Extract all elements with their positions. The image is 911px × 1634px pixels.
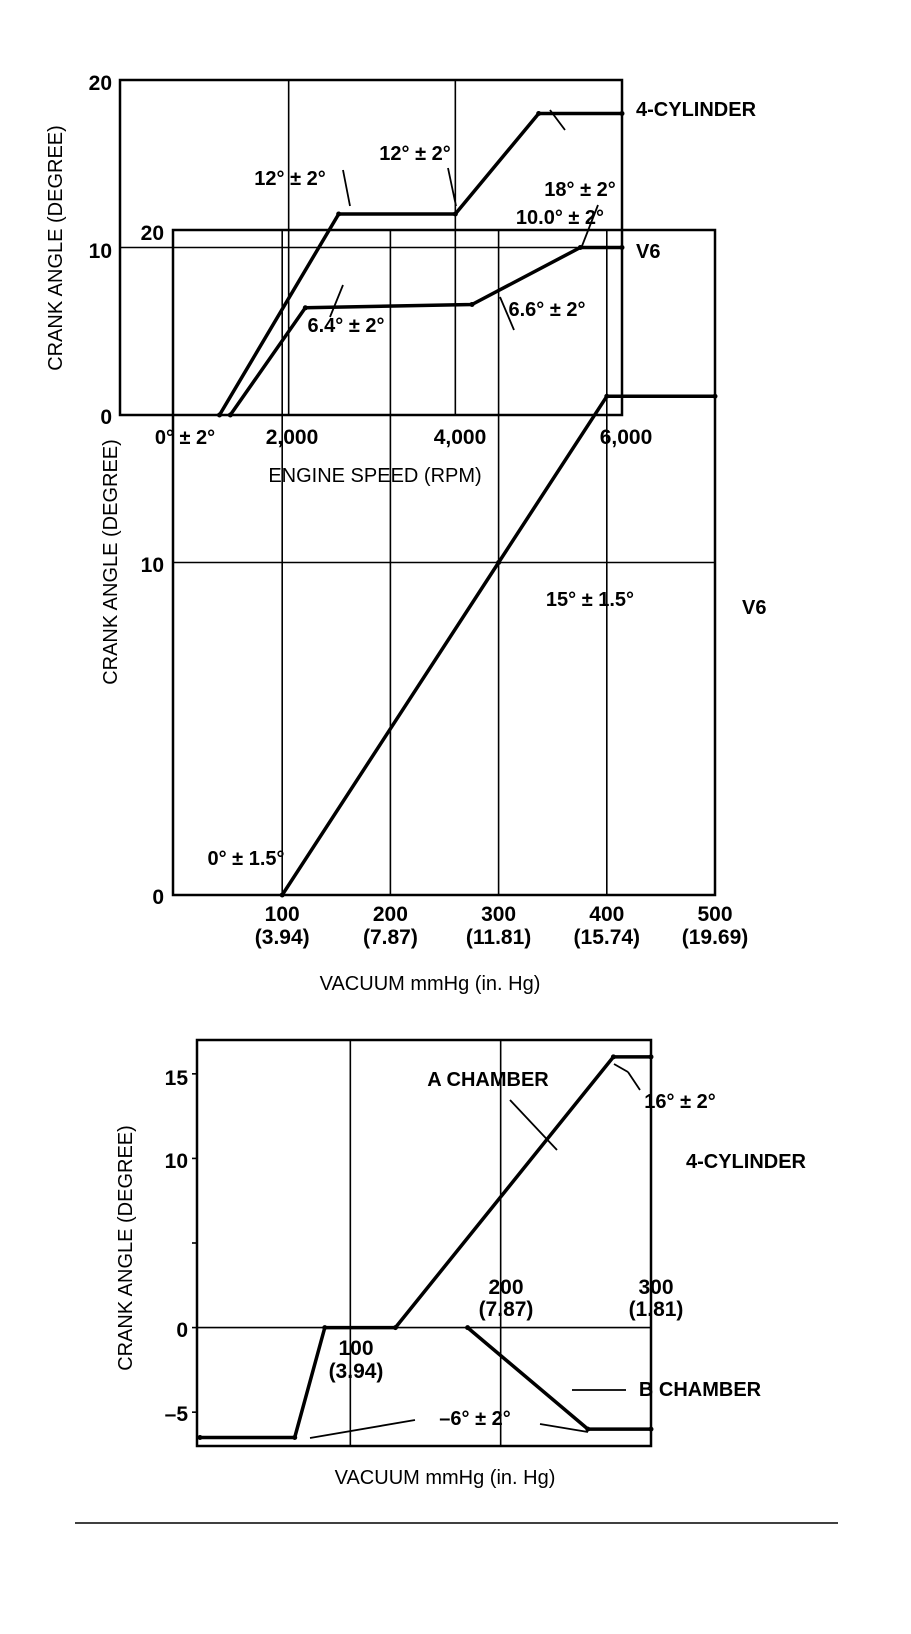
series-line-a-chamber [200, 1055, 651, 1440]
data-point [577, 245, 583, 250]
x-tick-sub: (11.81) [466, 926, 531, 949]
annotation: 18° ± 2° [544, 179, 615, 201]
y-tick: 10 [165, 1150, 188, 1173]
x-tick: 2,000 [266, 426, 319, 449]
series-line-v6 [280, 394, 715, 896]
x-axis-label: ENGINE SPEED (RPM) [268, 465, 481, 487]
leader-line [309, 1063, 641, 1439]
annotation: 0° ± 2° [155, 427, 215, 449]
x-tick-sub: (19.69) [682, 926, 749, 949]
data-point [496, 560, 502, 565]
leader-line [329, 109, 599, 331]
x-axis-label: VACUUM mmHg (in. Hg) [335, 1467, 556, 1489]
data-point [392, 1325, 398, 1331]
annotation: 0° ± 1.5° [207, 848, 284, 870]
data-point [292, 1435, 298, 1441]
data-point [302, 305, 308, 311]
data-point [197, 1435, 203, 1441]
x-tick: 500 [697, 903, 732, 926]
x-tick: 200 [373, 903, 408, 926]
data-point [279, 892, 285, 898]
data-point [322, 1325, 328, 1331]
data-point [469, 301, 475, 307]
x-tick-sub: (1.81) [629, 1298, 684, 1321]
data-point [619, 245, 625, 250]
x-tick-sub: (3.94) [329, 1360, 384, 1383]
data-point [536, 111, 542, 116]
y-axis-label: CRANK ANGLE (DEGREE) [45, 125, 67, 371]
x-tick-sub: (3.94) [255, 926, 310, 949]
x-tick: 4,000 [434, 426, 487, 449]
y-tick: –5 [165, 1403, 189, 1426]
data-point [452, 211, 458, 217]
annotation: 6.6° ± 2° [508, 299, 585, 321]
legend-label-v6: V6 [742, 597, 766, 619]
plot-frame [195, 1038, 653, 1448]
chart-vacuum-4-cylinder: CRANK ANGLE (DEGREE) VACUUM mmHg (in. Hg… [115, 1038, 807, 1489]
x-tick: 300 [638, 1276, 673, 1299]
y-tick: 15 [165, 1067, 189, 1090]
data-point [648, 1054, 654, 1060]
y-tick: 10 [89, 240, 112, 263]
data-point [465, 1325, 471, 1331]
legend-label-4-cylinder: 4-CYLINDER [636, 99, 757, 121]
annotation: 12° ± 2° [379, 143, 450, 165]
x-tick: 400 [589, 903, 624, 926]
data-point [585, 1426, 591, 1432]
chart-engine-speed: CRANK ANGLE (DEGREE) ENGINE SPEED (RPM) … [45, 72, 757, 487]
data-point [336, 211, 342, 217]
x-tick: 100 [338, 1337, 373, 1360]
annotation: 16° ± 2° [644, 1091, 715, 1113]
data-point [604, 393, 610, 399]
annotation: 6.4° ± 2° [307, 315, 384, 337]
y-tick: 0 [100, 406, 112, 429]
y-tick: 10 [141, 554, 164, 577]
data-point [217, 412, 222, 418]
x-tick: 100 [265, 903, 300, 926]
chart-vacuum-v6: CRANK ANGLE (DEGREE) VACUUM mmHg (in. Hg… [100, 222, 766, 995]
x-tick: 300 [481, 903, 516, 926]
y-tick: 0 [176, 1319, 188, 1342]
group-label-4-cylinder: 4-CYLINDER [686, 1151, 807, 1173]
x-tick-sub: (15.74) [574, 926, 641, 949]
x-tick: 200 [488, 1276, 523, 1299]
y-tick: 20 [141, 222, 164, 245]
x-tick-sub: (7.87) [363, 926, 418, 949]
y-axis-label: CRANK ANGLE (DEGREE) [100, 439, 122, 685]
annotation: 15° ± 1.5° [546, 589, 634, 611]
x-axis-label: VACUUM mmHg (in. Hg) [320, 973, 541, 995]
legend-label-v6: V6 [636, 241, 660, 263]
data-point [619, 111, 625, 116]
annotation: 12° ± 2° [254, 168, 325, 190]
x-tick-sub: (7.87) [479, 1298, 534, 1321]
annotation: –6° ± 2° [439, 1408, 510, 1430]
annotation: 10.0° ± 2° [516, 207, 604, 229]
data-point [648, 1426, 654, 1432]
y-tick: 0 [152, 886, 164, 909]
series-label-a-chamber: A CHAMBER [427, 1069, 549, 1091]
data-point [610, 1054, 616, 1060]
x-tick: 6,000 [600, 426, 653, 449]
y-axis-label: CRANK ANGLE (DEGREE) [115, 1125, 137, 1371]
series-label-b-chamber: B CHAMBER [639, 1379, 762, 1401]
data-point [712, 393, 718, 399]
y-tick: 20 [89, 72, 112, 95]
data-point [227, 412, 233, 418]
